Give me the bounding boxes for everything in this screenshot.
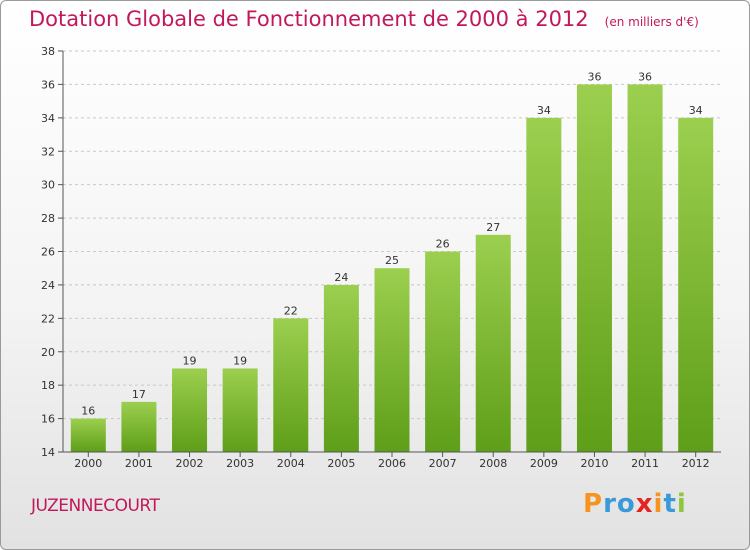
data-label: 19 xyxy=(183,354,197,367)
x-tick-label: 2004 xyxy=(277,457,305,470)
chart-title: Dotation Globale de Fonctionnement de 20… xyxy=(29,7,699,31)
x-tick-label: 2011 xyxy=(631,457,659,470)
data-label: 34 xyxy=(689,104,703,117)
y-tick-label: 14 xyxy=(41,446,55,459)
y-tick-label: 34 xyxy=(41,112,55,125)
x-tick-label: 2007 xyxy=(429,457,457,470)
data-label: 17 xyxy=(132,388,146,401)
bar-2009 xyxy=(526,117,562,452)
logo-letter: t xyxy=(663,489,677,519)
bars: 16 17 19 19 22 24 25 26 27 34 36 36 34 xyxy=(70,70,714,453)
commune-name: JUZENNECOURT xyxy=(31,496,160,516)
bar-2011 xyxy=(627,84,663,453)
x-tick-label: 2009 xyxy=(530,457,558,470)
y-tick-label: 24 xyxy=(41,279,55,292)
data-label: 36 xyxy=(638,70,652,83)
logo-letter: r xyxy=(603,489,617,519)
data-label: 19 xyxy=(233,354,247,367)
data-label: 22 xyxy=(284,304,298,317)
y-tick-label: 28 xyxy=(41,212,55,225)
y-tick-label: 22 xyxy=(41,312,55,325)
bar-2004 xyxy=(273,318,309,452)
bar-2010 xyxy=(576,84,612,453)
data-label: 36 xyxy=(587,70,601,83)
x-tick-label: 2008 xyxy=(479,457,507,470)
bar-2001 xyxy=(121,401,157,452)
y-tick-label: 18 xyxy=(41,379,55,392)
chart-unit: (en milliers d'€) xyxy=(604,15,699,29)
logo-letter: o xyxy=(616,489,636,519)
x-tick-label: 2005 xyxy=(327,457,355,470)
bar-2000 xyxy=(70,418,106,452)
bar-2006 xyxy=(374,268,410,452)
logo-letter: i xyxy=(676,489,687,519)
axes: 14 16 18 20 22 24 26 28 30 32 34 36 38 2000 2001 2002 20… xyxy=(41,45,721,470)
y-tick-label: 26 xyxy=(41,246,55,259)
logo-letter: i xyxy=(653,489,664,519)
proxiti-logo: Proxiti xyxy=(583,489,687,519)
data-label: 26 xyxy=(436,238,450,251)
y-tick-label: 30 xyxy=(41,179,55,192)
data-label: 34 xyxy=(537,104,551,117)
x-tick-label: 2012 xyxy=(682,457,710,470)
y-tick-label: 32 xyxy=(41,145,55,158)
x-tick-label: 2006 xyxy=(378,457,406,470)
bar-2012 xyxy=(678,117,714,452)
logo-letter: P xyxy=(583,489,604,519)
y-tick-label: 38 xyxy=(41,45,55,58)
data-label: 25 xyxy=(385,254,399,267)
x-tick-label: 2001 xyxy=(125,457,153,470)
y-tick-label: 20 xyxy=(41,346,55,359)
x-tick-label: 2003 xyxy=(226,457,254,470)
bar-2007 xyxy=(425,251,461,452)
data-label: 24 xyxy=(334,271,348,284)
x-tick-label: 2002 xyxy=(176,457,204,470)
bar-2008 xyxy=(475,234,511,452)
bar-2005 xyxy=(323,284,359,452)
logo-letter: x xyxy=(635,489,654,519)
x-tick-label: 2010 xyxy=(580,457,608,470)
bar-2002 xyxy=(172,368,208,452)
bar-2003 xyxy=(222,368,258,452)
data-label: 16 xyxy=(81,405,95,418)
data-label: 27 xyxy=(486,221,500,234)
x-tick-label: 2000 xyxy=(74,457,102,470)
y-tick-label: 36 xyxy=(41,78,55,91)
chart-title-text: Dotation Globale de Fonctionnement de 20… xyxy=(29,7,589,31)
y-tick-label: 16 xyxy=(41,413,55,426)
